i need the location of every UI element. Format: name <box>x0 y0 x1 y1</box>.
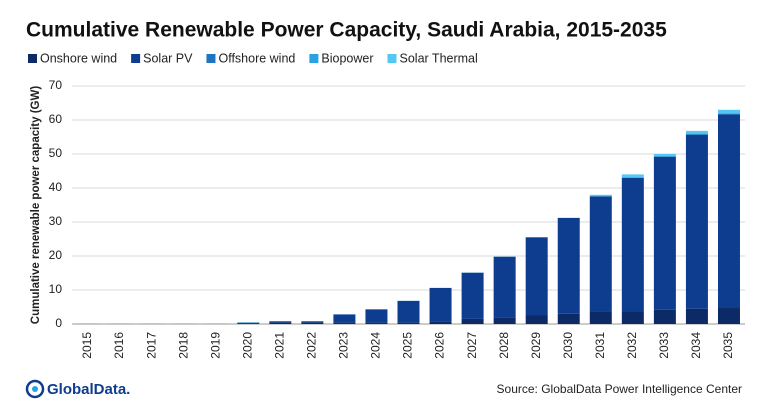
x-tick-label: 2027 <box>465 332 479 359</box>
bar-segment <box>333 322 356 324</box>
source: Source: GlobalData Power Intelligence Ce… <box>497 382 742 396</box>
x-tick-label: 2024 <box>369 332 383 359</box>
bar-segment <box>653 156 676 310</box>
y-tick-label: 30 <box>49 214 63 228</box>
x-tick-label: 2032 <box>625 332 639 359</box>
bar-segment <box>653 156 676 157</box>
bar-segment <box>525 237 548 316</box>
bar-segment <box>397 322 420 324</box>
bar-segment <box>621 177 644 312</box>
bar-segment <box>365 322 388 324</box>
bar-segment <box>653 154 676 157</box>
bar-segment <box>461 318 484 324</box>
legend-swatch <box>131 54 141 63</box>
bar-segment <box>333 314 356 323</box>
bar-segment <box>589 196 612 312</box>
bar-segment <box>397 300 420 323</box>
x-tick-label: 2025 <box>401 332 415 359</box>
x-tick-label: 2034 <box>689 332 703 359</box>
bar-segment <box>653 309 676 324</box>
x-tick-label: 2035 <box>721 332 735 359</box>
legend-label: Onshore wind <box>40 51 117 65</box>
legend-label: Offshore wind <box>218 51 295 65</box>
bar-segment <box>301 321 324 323</box>
bar-segment <box>429 321 452 324</box>
x-tick-label: 2026 <box>433 332 447 359</box>
x-tick-label: 2022 <box>305 332 319 359</box>
bar-segment <box>685 308 708 324</box>
y-tick-label: 0 <box>55 316 62 330</box>
y-tick-label: 10 <box>49 282 63 296</box>
bar-segment <box>461 272 484 319</box>
legend-swatch <box>309 54 319 63</box>
brand: GlobalData. <box>47 381 130 398</box>
legend-label: Solar Thermal <box>400 51 478 65</box>
x-tick-label: 2031 <box>593 332 607 359</box>
x-tick-label: 2030 <box>561 332 575 359</box>
bar-segment <box>685 130 708 134</box>
x-tick-label: 2028 <box>497 332 511 359</box>
x-tick-label: 2029 <box>529 332 543 359</box>
legend: Onshore wind Solar PV Offshore wind Biopowe… <box>28 51 478 65</box>
x-tick-label: 2021 <box>272 332 286 359</box>
logo-dot <box>32 386 38 392</box>
legend-label: Solar PV <box>143 51 193 65</box>
bar-segment <box>717 113 740 115</box>
bar-segment <box>557 217 580 314</box>
bar-segment <box>589 311 612 324</box>
x-tick-label: 2023 <box>337 332 351 359</box>
bar-segment <box>493 317 516 324</box>
y-tick-label: 70 <box>49 78 63 92</box>
bar-segment <box>269 321 292 323</box>
chart-title: Cumulative Renewable Power Capacity, Sau… <box>26 19 667 42</box>
brand-logo <box>25 379 45 399</box>
x-tick-label: 2017 <box>144 332 158 359</box>
bar-segment <box>621 177 644 178</box>
x-tick-label: 2015 <box>80 332 94 359</box>
bar-segment <box>237 322 260 324</box>
x-tick-label: 2033 <box>657 332 671 359</box>
x-tick-label: 2016 <box>112 332 126 359</box>
bar-segment <box>493 256 516 318</box>
bar-segment <box>269 322 292 324</box>
y-tick-label: 60 <box>49 112 63 126</box>
x-tick-label: 2018 <box>176 332 190 359</box>
legend-swatch <box>387 54 397 63</box>
x-tick-label: 2019 <box>208 332 222 359</box>
bar-segment <box>685 133 708 135</box>
bar-segment <box>589 194 612 197</box>
bar-segment <box>525 315 548 324</box>
legend-swatch <box>28 54 37 63</box>
logo-icon <box>25 379 45 399</box>
y-tick-label: 40 <box>49 180 63 194</box>
legend-label: Biopower <box>321 51 373 65</box>
y-axis-title: Cumulative renewable power capacity (GW) <box>30 86 42 325</box>
bar-segment <box>717 308 740 324</box>
bar-segment <box>557 313 580 324</box>
bar-segment <box>685 134 708 309</box>
bar-segment <box>365 309 388 323</box>
bar-segment <box>301 322 324 324</box>
x-tick-label: 2020 <box>240 332 254 359</box>
bar-segment <box>717 114 740 309</box>
y-tick-label: 20 <box>49 248 63 262</box>
y-tick-label: 50 <box>49 146 63 160</box>
bar-segment <box>717 109 740 114</box>
bar-segment <box>621 311 644 324</box>
bar-segment <box>429 287 452 322</box>
legend-swatch <box>206 54 216 63</box>
bar-segment <box>621 174 644 178</box>
